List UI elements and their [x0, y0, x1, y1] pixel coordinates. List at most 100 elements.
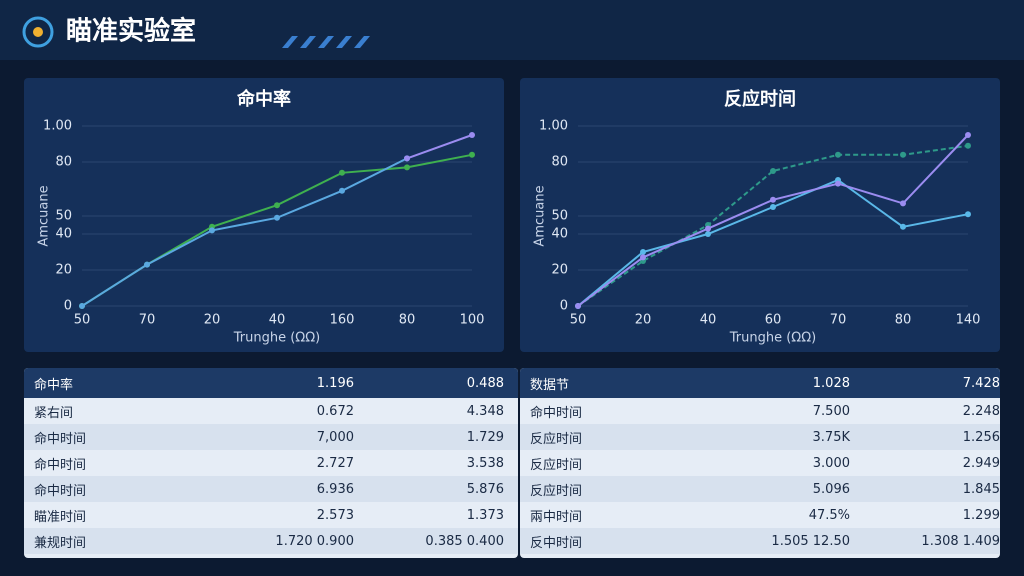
point [209, 227, 215, 234]
x-tick-label: 40 [269, 313, 286, 328]
table-row: 反应时间 3.75K 1.256 [520, 424, 1000, 450]
cell: 1.256 [962, 429, 1000, 445]
y-tick-label: 20 [551, 263, 568, 278]
cell: 1.373 [466, 507, 504, 523]
point [835, 151, 841, 158]
table-row: 命中时间 7.500 2.248 [520, 398, 1000, 424]
cell: 反应时间 [530, 457, 583, 473]
table: 数据节 1.028 7.428 命中时间 7.500 2.248 反应时间 3.75K 1.25… [520, 368, 1000, 558]
point [770, 196, 776, 203]
cell: 紧右间 [34, 405, 74, 421]
cell: 兩中时间 [530, 509, 583, 525]
x-tick-label: 80 [399, 313, 416, 328]
cell: 命中时间 [34, 457, 87, 473]
y-tick-label: 50 [55, 209, 72, 224]
point [640, 254, 646, 261]
cell: 1.720 0.900 [275, 533, 354, 549]
table-row: 兼规时间 1.720 0.900 0.385 0.400 [24, 528, 518, 554]
y-tick-label: 40 [55, 227, 72, 242]
x-tick-label: 20 [635, 313, 652, 328]
table-row: 命中时间 6.936 5.876 [24, 476, 518, 502]
x-axis-label: Trunghe (ΩΩ) [729, 331, 817, 346]
line [406, 134, 473, 160]
x-tick-label: 60 [765, 313, 782, 328]
cell: 数据节 [530, 377, 570, 393]
chart-title: 命中率 [237, 88, 291, 110]
point [274, 214, 280, 221]
cell: 47.5% [808, 507, 850, 523]
cell: 1.845 [962, 481, 1000, 497]
cell: 5.876 [466, 481, 504, 497]
table-header: 数据节 1.028 7.428 [520, 368, 1000, 398]
y-tick-label: 80 [551, 155, 568, 170]
table-row: 反应时间 5.096 1.845 [520, 476, 1000, 502]
y-tick-label: 80 [55, 155, 72, 170]
y-tick-label: 40 [551, 227, 568, 242]
cell: 0.488 [466, 375, 504, 391]
line [81, 157, 408, 307]
cell: 命中时间 [34, 483, 87, 499]
table-row: 兩中时间 47.5% 1.299 [520, 502, 1000, 528]
cell: 2.573 [316, 507, 354, 523]
x-tick-label: 140 [956, 313, 981, 328]
y-tick-label: 1.00 [43, 119, 72, 134]
cell: 兼规时间 [34, 535, 87, 551]
point [770, 204, 776, 210]
panel [24, 78, 504, 352]
point [965, 142, 971, 149]
cell: 4.348 [466, 403, 504, 419]
point [339, 169, 345, 176]
table-header: 命中率 1.196 0.488 [24, 368, 518, 398]
table: 命中率 1.196 0.488 紧右间 0.672 4.348 命中时间 7,000 1.729… [24, 368, 518, 558]
x-tick-label: 50 [570, 313, 587, 328]
y-tick-label: 0 [560, 299, 568, 314]
cell: 1.028 [812, 375, 850, 391]
point [274, 202, 280, 209]
cell: 1.196 [316, 375, 354, 391]
x-tick-label: 100 [460, 313, 485, 328]
point [900, 223, 906, 230]
cell: 0.672 [316, 403, 354, 419]
x-tick-label: 70 [139, 313, 156, 328]
cell: 2.248 [962, 403, 1000, 419]
point [144, 261, 150, 268]
cell: 3.75K [812, 429, 850, 445]
x-tick-label: 80 [895, 313, 912, 328]
point [404, 164, 410, 171]
y-tick-label: 20 [55, 263, 72, 278]
point [835, 180, 841, 187]
point [640, 249, 646, 255]
x-tick-label: 20 [204, 313, 221, 328]
x-tick-label: 40 [700, 313, 717, 328]
point [469, 132, 475, 138]
point [575, 303, 581, 309]
cell: 7.428 [962, 375, 1000, 391]
y-tick-label: 0 [64, 299, 72, 314]
point [469, 151, 475, 158]
point [965, 132, 971, 138]
cell: 反应时间 [530, 483, 583, 499]
cell: 瞄准时间 [34, 509, 87, 525]
y-tick-label: 50 [551, 209, 568, 224]
cell: 6.936 [316, 481, 354, 497]
cell: 7.500 [812, 403, 850, 419]
table-row: 反应时间 3.000 2.949 [520, 450, 1000, 476]
header-bar [0, 0, 1024, 60]
point [900, 200, 906, 207]
point [900, 151, 906, 158]
cell: 命中时间 [34, 431, 87, 447]
cell: 1.299 [962, 507, 1000, 523]
point [770, 168, 776, 174]
cell: 反中时间 [530, 535, 583, 551]
point [404, 155, 410, 162]
panel [520, 78, 1000, 352]
cell: 1.505 12.50 [771, 533, 850, 549]
cell: 2.949 [962, 455, 1000, 471]
cell: 3.538 [466, 455, 504, 471]
table-row: 反中时间 1.505 12.50 1.308 1.409 [520, 528, 1000, 554]
x-axis-label: Trunghe (ΩΩ) [233, 331, 321, 346]
cell: 反应时间 [530, 431, 583, 447]
x-tick-label: 70 [830, 313, 847, 328]
